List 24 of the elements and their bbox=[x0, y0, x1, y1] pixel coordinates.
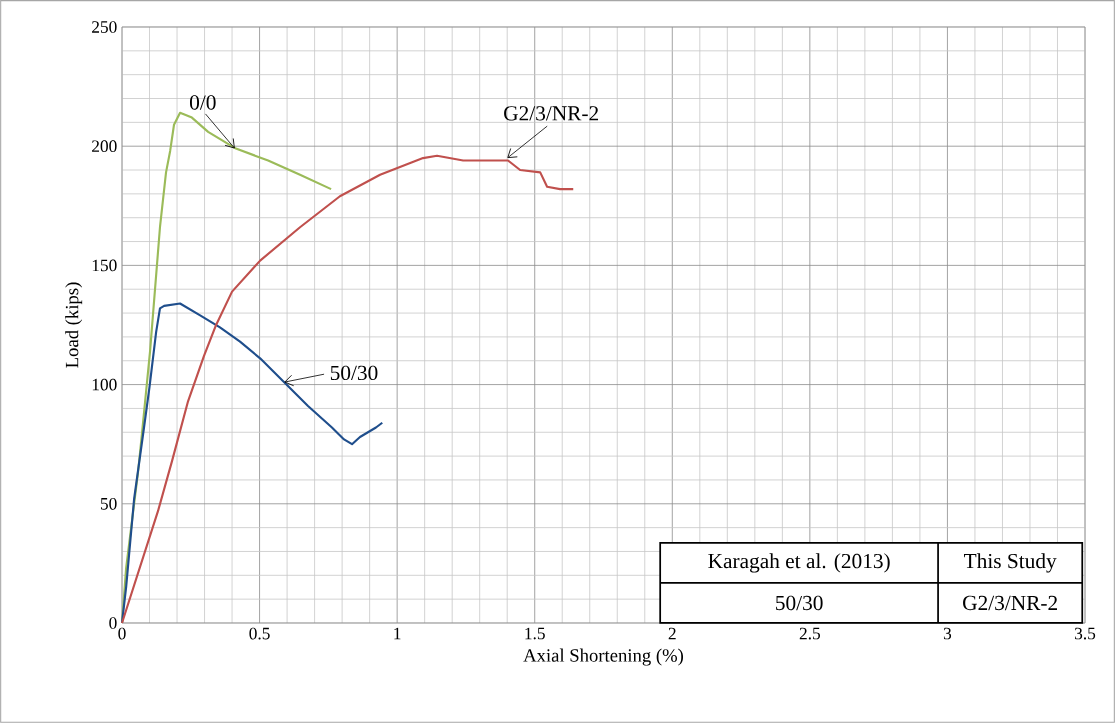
annotation: Karagah et al. (2013) bbox=[708, 553, 890, 573]
annotation: G2/3/NR-2 bbox=[504, 106, 599, 121]
y-tick-label: 250 bbox=[92, 21, 117, 33]
x-tick-label: 1.5 bbox=[525, 627, 545, 640]
y-tick-label: 100 bbox=[92, 378, 117, 391]
y-tick-label: 150 bbox=[92, 259, 117, 272]
x-tick-label: 2.5 bbox=[799, 627, 821, 640]
annotation: 50/30 bbox=[776, 595, 823, 611]
annotation: 50/30 bbox=[330, 365, 378, 381]
annotation: This Study bbox=[964, 553, 1057, 573]
x-tick-label: 3.5 bbox=[1075, 627, 1096, 640]
x-tick-label: 1 bbox=[394, 627, 401, 640]
y-axis-title: Load (kips) bbox=[65, 282, 83, 368]
y-tick-label: 50 bbox=[100, 497, 117, 510]
x-tick-label: 2 bbox=[668, 627, 676, 640]
x-tick-label: 0 bbox=[118, 627, 126, 640]
y-tick-label: 0 bbox=[109, 617, 117, 629]
x-tick-label: 3 bbox=[943, 627, 952, 640]
x-axis-title: Axial Shortening (%) bbox=[523, 648, 684, 666]
y-tick-label: 200 bbox=[92, 140, 117, 153]
annotation: G2/3/NR-2 bbox=[963, 595, 1057, 611]
x-tick-label: 0.5 bbox=[249, 627, 270, 640]
annotation: 0/0 bbox=[190, 95, 216, 110]
line-series bbox=[120, 154, 575, 625]
